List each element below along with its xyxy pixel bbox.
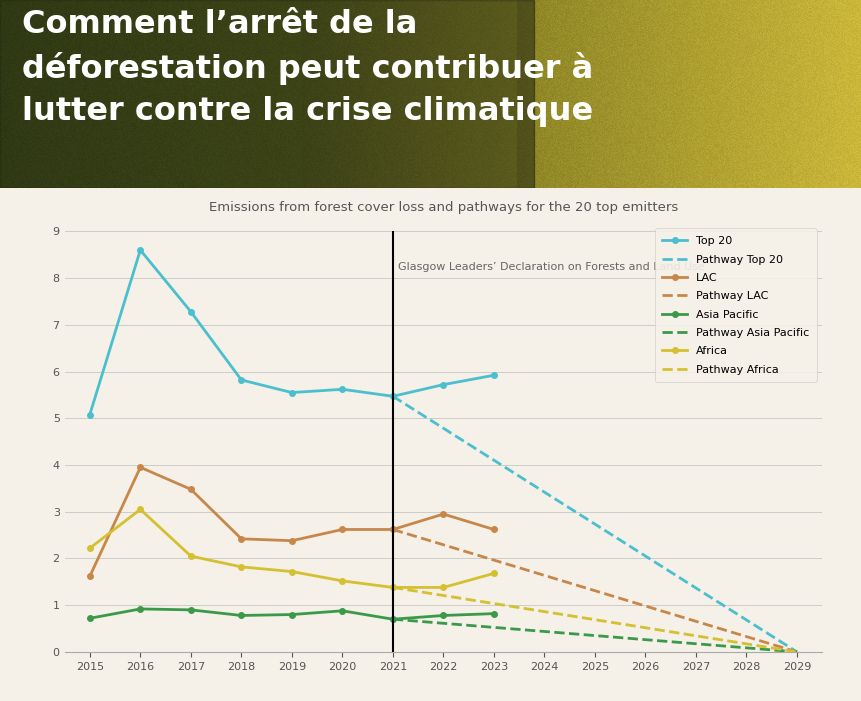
Text: Glasgow Leaders’ Declaration on Forests and Land Use: Glasgow Leaders’ Declaration on Forests …: [398, 261, 705, 272]
Bar: [0, 0, 534, 188]
Text: Comment l’arrêt de la
déforestation peut contribuer à
lutter contre la crise cli: Comment l’arrêt de la déforestation peut…: [22, 9, 592, 127]
Legend: Top 20, Pathway Top 20, LAC, Pathway LAC, Asia Pacific, Pathway Asia Pacific, Af: Top 20, Pathway Top 20, LAC, Pathway LAC…: [654, 229, 817, 382]
Text: Emissions from forest cover loss and pathways for the 20 top emitters: Emissions from forest cover loss and pat…: [208, 200, 678, 214]
